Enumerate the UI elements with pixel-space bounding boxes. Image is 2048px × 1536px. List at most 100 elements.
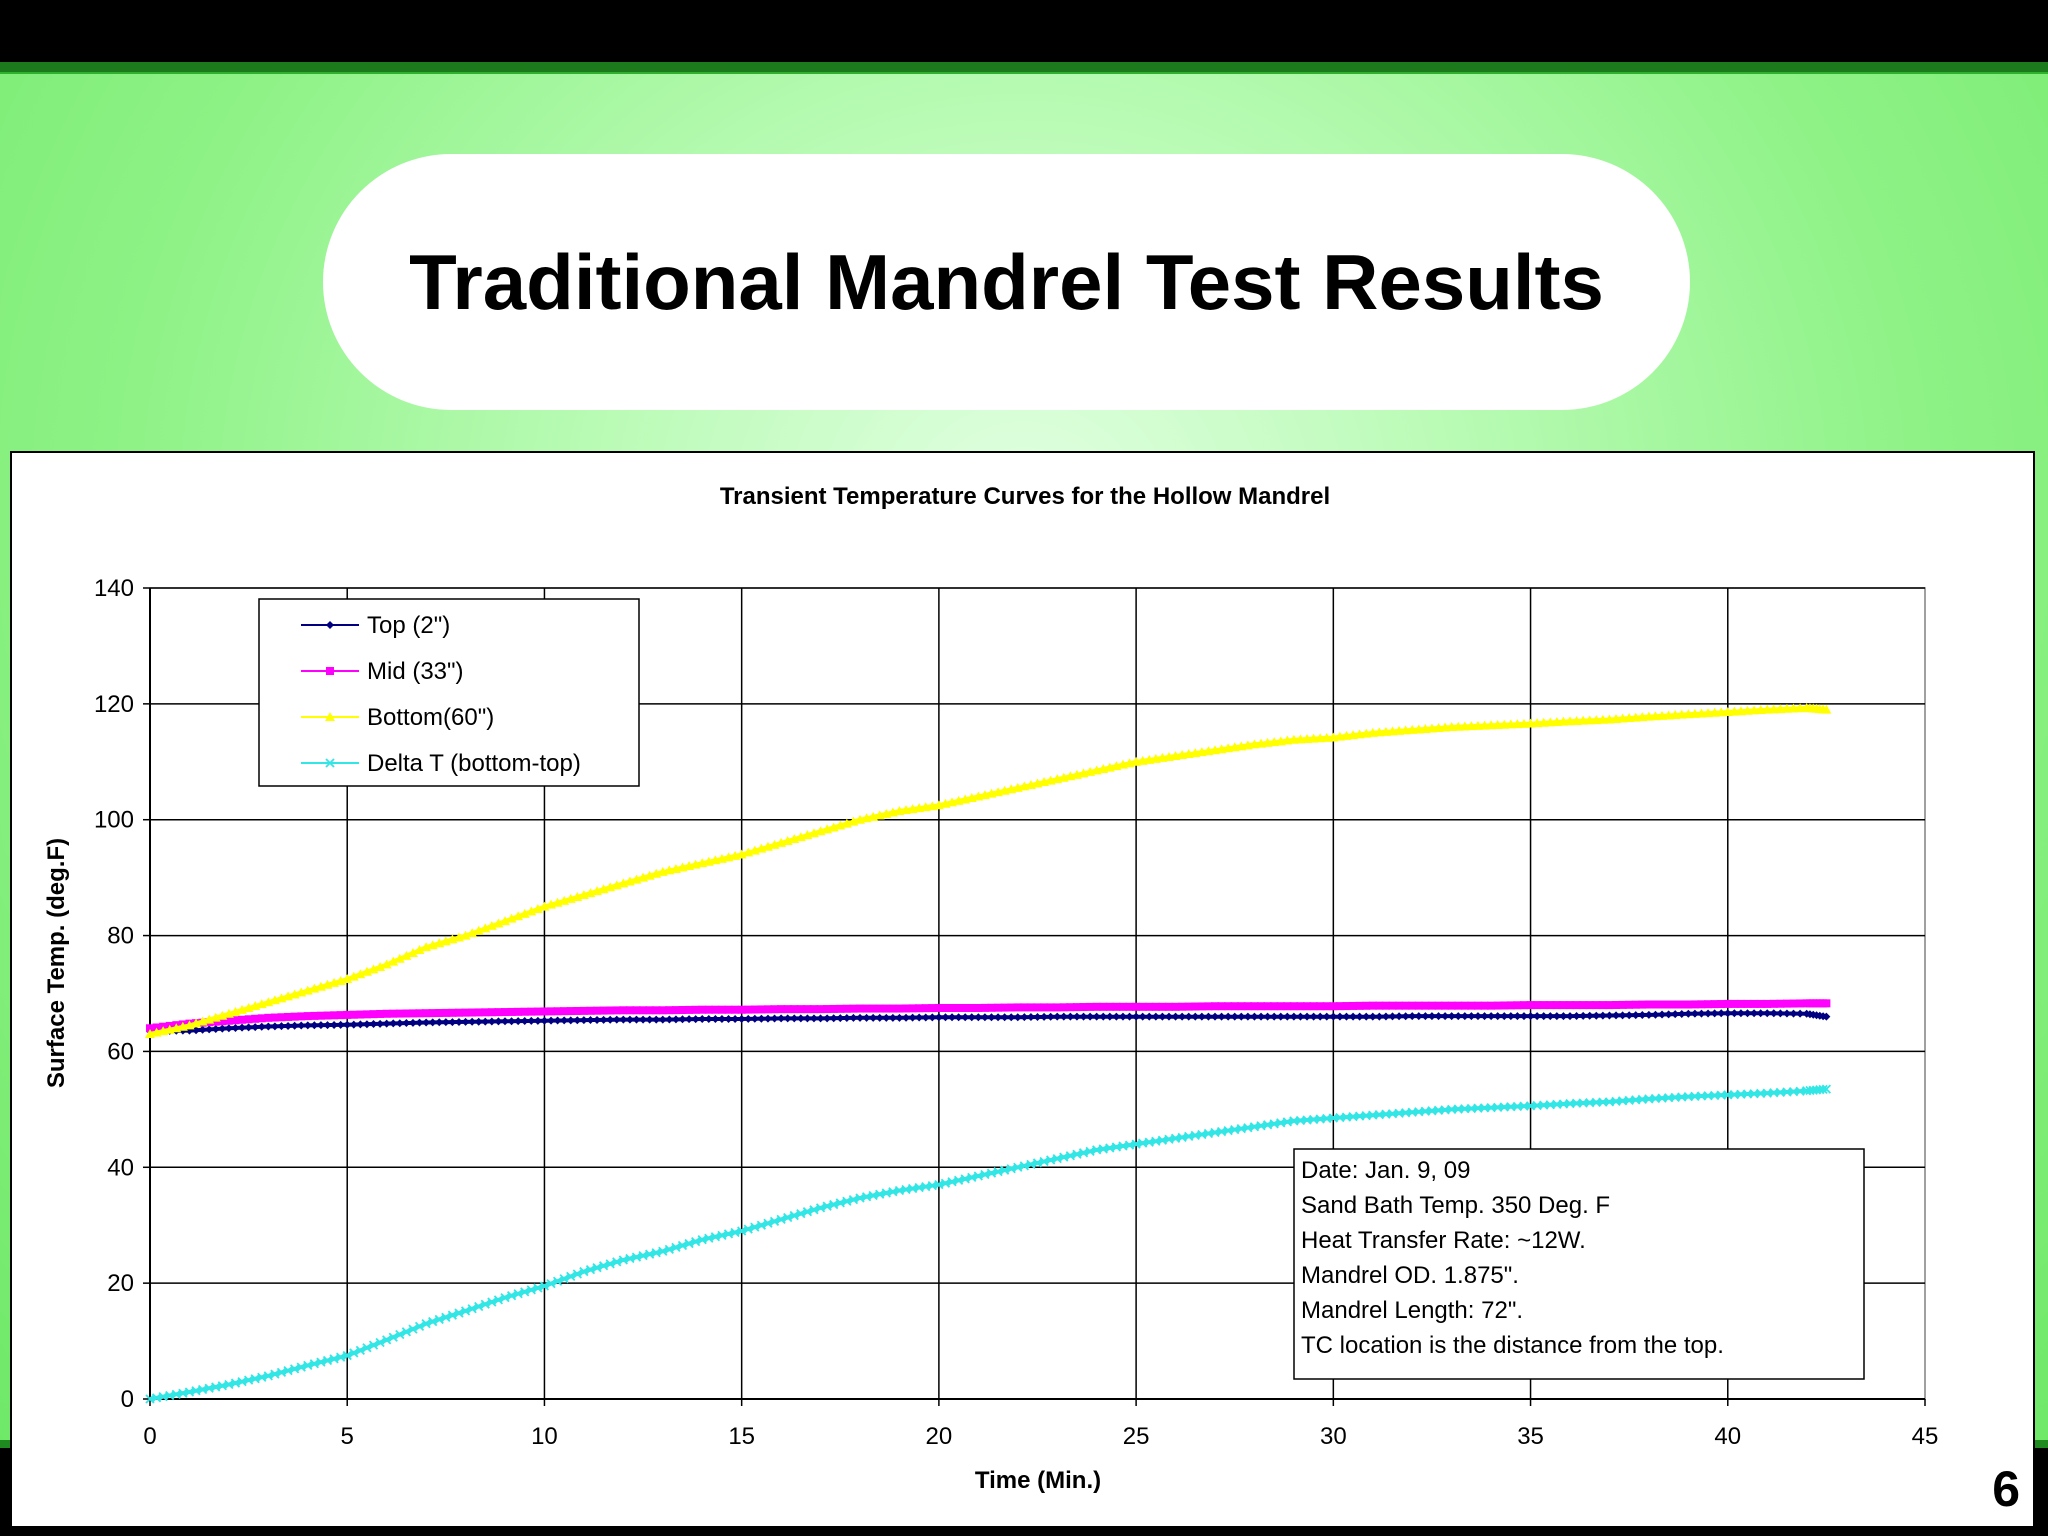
data-point [836, 1004, 845, 1013]
data-point [1769, 999, 1778, 1008]
data-point [1086, 1012, 1095, 1021]
series-1 [146, 1009, 1831, 1036]
data-point [501, 1008, 509, 1017]
data-point [1066, 1012, 1075, 1021]
data-point [685, 1005, 694, 1014]
data-point [823, 1014, 832, 1023]
data-point [1349, 1001, 1358, 1010]
data-point [1473, 1001, 1482, 1010]
data-point [547, 1007, 556, 1016]
data-point [408, 1324, 418, 1334]
data-point [1710, 1000, 1719, 1009]
data-point [454, 1308, 464, 1318]
data-point [1500, 1012, 1509, 1021]
data-point [777, 1014, 786, 1023]
data-point [506, 913, 517, 923]
data-point [1447, 1012, 1456, 1021]
data-point [1709, 707, 1720, 717]
data-point [330, 1020, 339, 1029]
data-point [618, 1255, 628, 1265]
data-point [664, 1244, 674, 1254]
data-point [422, 1009, 431, 1018]
data-point [796, 1208, 806, 1219]
data-point [1151, 1012, 1160, 1021]
data-point [434, 1314, 444, 1325]
data-point [1499, 719, 1510, 729]
data-point [1618, 1011, 1627, 1020]
data-point [546, 1278, 556, 1289]
data-point [1237, 1012, 1246, 1021]
data-point [448, 1018, 457, 1027]
data-point [1184, 1002, 1193, 1011]
data-point [1072, 1012, 1081, 1021]
data-point [948, 1003, 957, 1012]
data-point [579, 1006, 588, 1015]
data-point [368, 1340, 379, 1350]
data-point [921, 1004, 930, 1013]
data-point [389, 1009, 398, 1018]
data-point [1591, 715, 1602, 725]
data-point [1487, 1001, 1496, 1010]
data-point [1066, 1003, 1075, 1012]
data-point [645, 1006, 654, 1015]
data-point [1453, 721, 1464, 731]
data-point [902, 1004, 911, 1013]
data-point [1565, 716, 1575, 726]
data-point [960, 1174, 970, 1184]
data-point [270, 1369, 280, 1379]
legend-box [258, 598, 640, 787]
data-point [401, 1327, 412, 1337]
data-point [1355, 1001, 1364, 1010]
data-point [882, 1013, 891, 1022]
data-point [322, 1355, 333, 1366]
data-point [1763, 1009, 1772, 1018]
data-point [1046, 1012, 1055, 1021]
data-point [473, 925, 484, 935]
data-point [987, 1003, 996, 1012]
data-point [1689, 708, 1700, 718]
data-point [1598, 1001, 1607, 1010]
data-point [1006, 1164, 1016, 1174]
data-point [414, 1321, 425, 1332]
data-point [1671, 1000, 1680, 1009]
data-point [756, 1220, 767, 1230]
data-point [980, 1003, 989, 1012]
data-point [1617, 713, 1628, 723]
data-point [1467, 1001, 1476, 1010]
data-point [435, 1018, 444, 1027]
data-point [1125, 1002, 1134, 1011]
data-point [665, 1015, 674, 1024]
x-tick-label: 5 [341, 1423, 354, 1450]
data-point [402, 1009, 411, 1018]
data-point [1533, 1001, 1542, 1010]
data-point [1472, 720, 1483, 730]
x-tick-label: 35 [1517, 1423, 1544, 1450]
data-point [1513, 1012, 1522, 1021]
data-point [1112, 1012, 1121, 1021]
data-point [560, 1007, 569, 1016]
data-point [1605, 1001, 1614, 1010]
data-point [1355, 1012, 1364, 1021]
data-point [1750, 999, 1759, 1008]
data-point [1380, 726, 1391, 736]
data-point [842, 1004, 851, 1013]
data-point [401, 950, 412, 960]
data-point [289, 1364, 300, 1374]
data-point [625, 1015, 634, 1024]
data-point [1367, 727, 1378, 737]
data-point [487, 1297, 497, 1307]
data-point [1132, 1002, 1141, 1011]
x-tick-label: 15 [728, 1423, 755, 1450]
data-point [348, 971, 359, 981]
data-point [448, 1008, 457, 1017]
data-point [514, 1007, 523, 1016]
data-point [1776, 1009, 1785, 1018]
data-point [1546, 1001, 1555, 1010]
data-point [875, 1013, 884, 1022]
data-point [743, 1224, 753, 1234]
data-point [1132, 1012, 1141, 1021]
data-point [1308, 733, 1319, 743]
data-point [1756, 999, 1765, 1008]
data-point [415, 1018, 424, 1027]
data-point [875, 1004, 884, 1013]
